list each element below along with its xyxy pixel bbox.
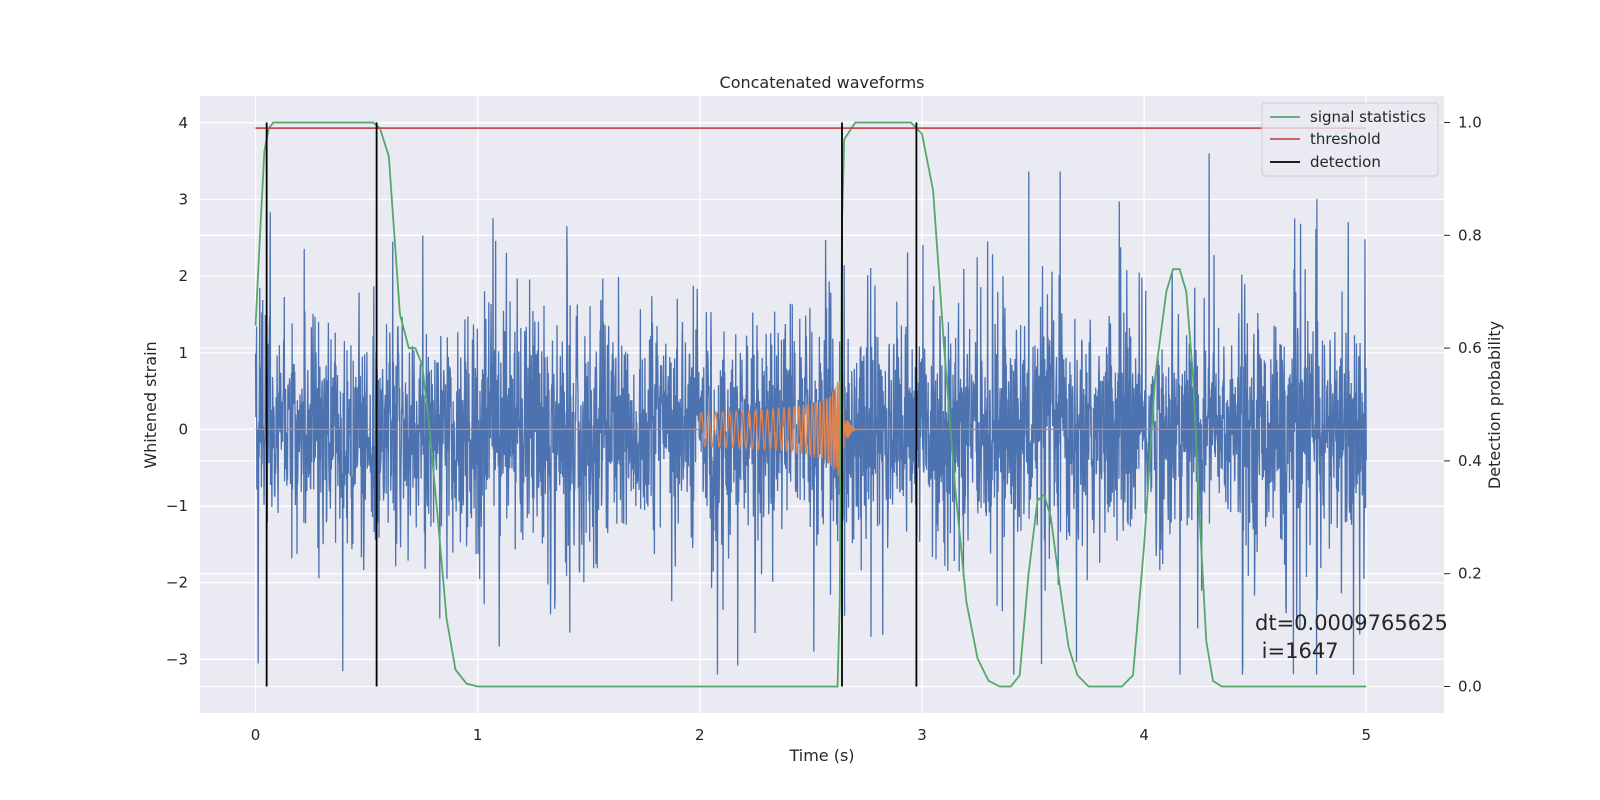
strain-noise-series xyxy=(254,153,1367,675)
x-tick-label: 2 xyxy=(695,726,705,744)
chart-title: Concatenated waveforms xyxy=(720,73,925,92)
legend: signal statistics threshold detection xyxy=(1261,102,1439,177)
y2-tick-label: 0.0 xyxy=(1458,677,1482,695)
legend-label-threshold: threshold xyxy=(1310,130,1381,148)
x-tick-label: 1 xyxy=(473,726,483,744)
y-tick-label: 3 xyxy=(178,190,188,208)
template-chirp-line xyxy=(255,367,1367,507)
annotation-index: i=1647 xyxy=(1255,639,1339,663)
legend-label-signal-statistics: signal statistics xyxy=(1310,108,1426,126)
legend-box xyxy=(1261,102,1439,177)
y-tick-label: 0 xyxy=(178,420,188,438)
y-axis-ticks: −3 −2 −1 0 1 2 3 4 xyxy=(166,114,188,669)
y-tick-label: −2 xyxy=(166,574,188,592)
y-tick-label: 4 xyxy=(178,114,188,132)
strain-noise-line xyxy=(254,153,1367,675)
plot-area xyxy=(254,121,1367,688)
y-axis-label: Whitened strain xyxy=(141,341,160,468)
x-tick-label: 4 xyxy=(1139,726,1149,744)
x-axis-ticks: 0 1 2 3 4 5 xyxy=(251,726,1371,744)
x-axis-label: Time (s) xyxy=(788,746,854,765)
y2-axis-ticks: 0.0 0.2 0.4 0.6 0.8 1.0 xyxy=(1444,114,1482,695)
y2-tick-label: 0.4 xyxy=(1458,452,1482,470)
x-tick-label: 5 xyxy=(1361,726,1371,744)
y-tick-label: −1 xyxy=(166,497,188,515)
y-tick-label: 2 xyxy=(178,267,188,285)
probability-series xyxy=(254,121,1367,688)
y2-tick-label: 1.0 xyxy=(1458,114,1482,132)
y2-tick-label: 0.2 xyxy=(1458,565,1482,583)
x-tick-label: 3 xyxy=(917,726,927,744)
y-tick-label: 1 xyxy=(178,344,188,362)
signal-statistics-line xyxy=(254,121,1367,688)
x-tick-label: 0 xyxy=(251,726,261,744)
y2-tick-label: 0.8 xyxy=(1458,226,1482,244)
template-chirp-series xyxy=(255,367,1367,507)
y2-tick-label: 0.6 xyxy=(1458,339,1482,357)
y2-axis-label: Detection probability xyxy=(1485,321,1504,489)
annotation-dt: dt=0.0009765625 xyxy=(1255,611,1448,635)
y-tick-label: −3 xyxy=(166,650,188,668)
legend-label-detection: detection xyxy=(1310,153,1381,171)
